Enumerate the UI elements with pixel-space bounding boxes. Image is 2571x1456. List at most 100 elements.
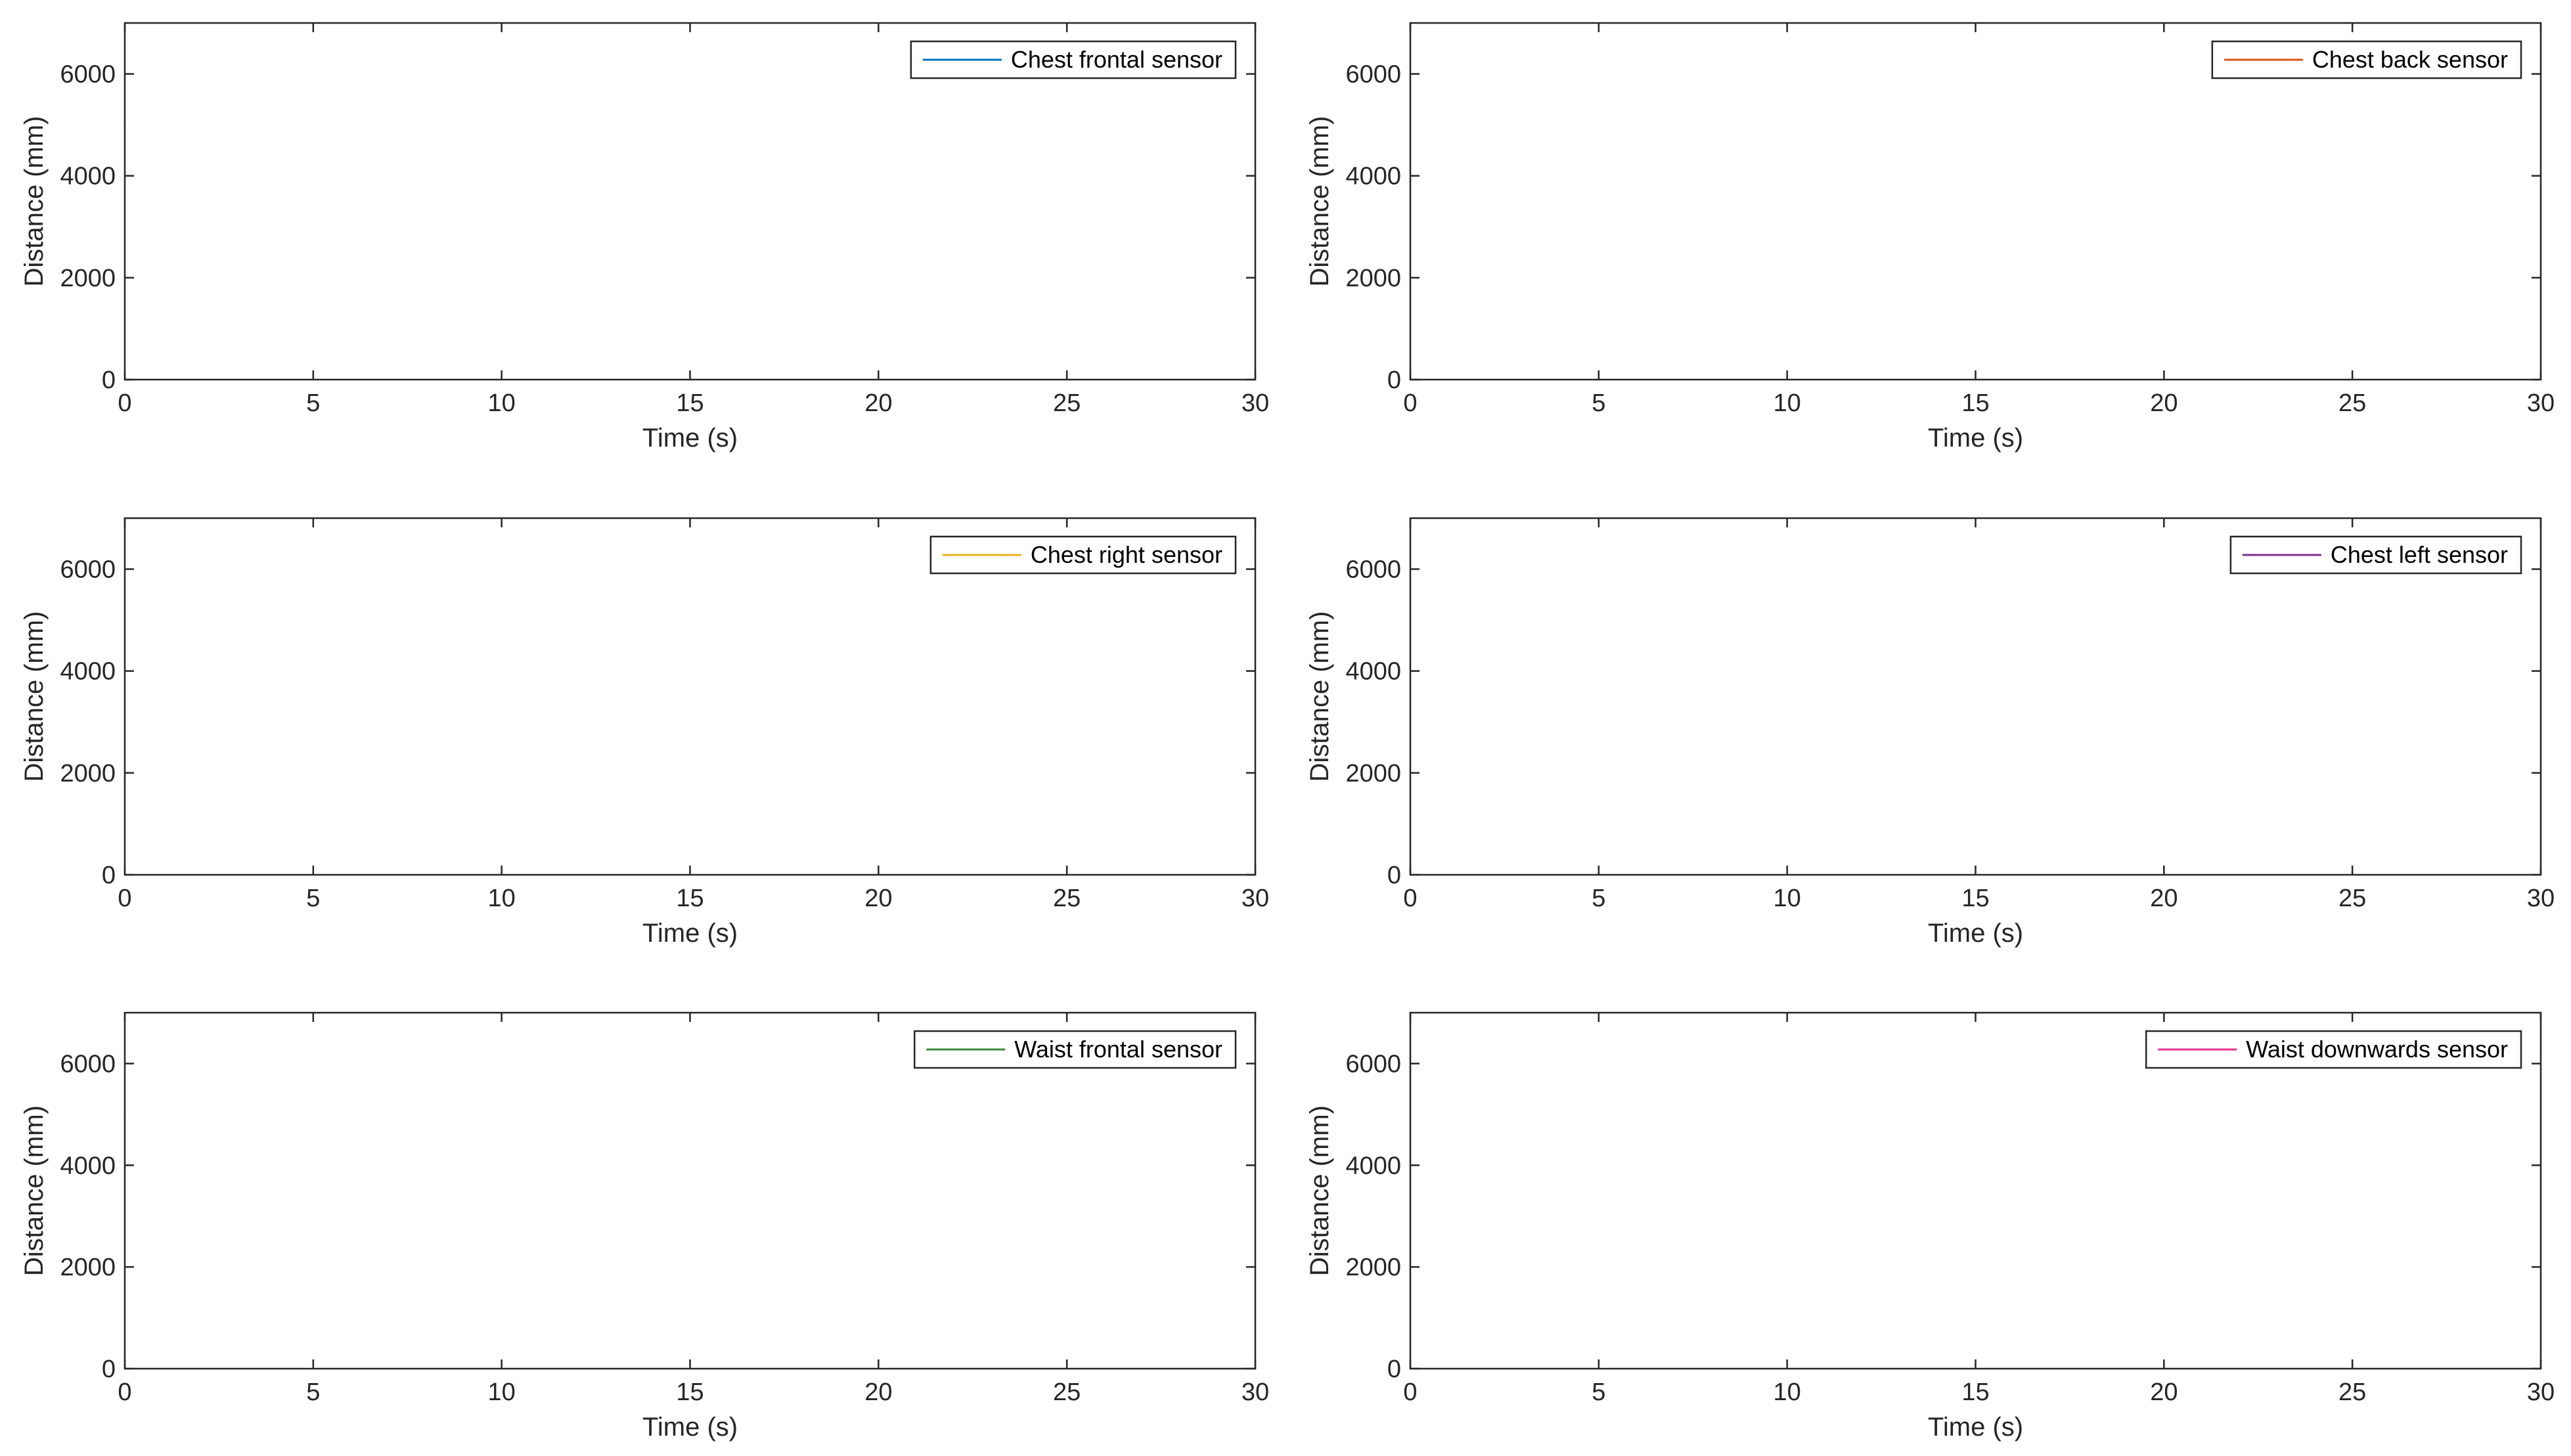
legend: Chest back sensor <box>2211 40 2522 79</box>
y-tick-label: 4000 <box>60 1152 116 1180</box>
legend: Waist downwards sensor <box>2145 1030 2522 1069</box>
x-tick-label: 10 <box>488 389 516 417</box>
y-tick-label: 0 <box>102 1356 116 1383</box>
legend-entry: Chest right sensor <box>1031 541 1222 568</box>
x-tick-label: 5 <box>306 1379 320 1406</box>
x-axis-label: Time (s) <box>642 1413 738 1442</box>
axes-box <box>123 22 1257 381</box>
x-tick-label: 10 <box>488 1379 516 1406</box>
y-tick-label: 4000 <box>60 163 116 190</box>
y-tick-label: 6000 <box>1345 1050 1401 1078</box>
x-tick-label: 25 <box>1053 885 1081 912</box>
x-tick-label: 25 <box>1053 1379 1081 1406</box>
y-tick-label: 2000 <box>60 1254 116 1281</box>
x-tick-label: 5 <box>306 885 320 912</box>
y-tick-label: 6000 <box>60 61 116 89</box>
legend-entry: Waist frontal sensor <box>1014 1036 1222 1063</box>
legend: Chest left sensor <box>2229 535 2522 575</box>
y-tick-label: 0 <box>102 366 116 394</box>
x-tick-label: 5 <box>1592 389 1605 417</box>
chart-panel-top-left: 0 5 10 15 20 25 30 0 2000 4000 6000 Time (s) Distanc… <box>20 22 1269 452</box>
legend-entry: Chest frontal sensor <box>1011 46 1222 73</box>
x-tick-label: 25 <box>1053 389 1081 417</box>
axes-box <box>1409 517 2542 876</box>
x-tick-label: 0 <box>1403 389 1417 417</box>
x-tick-label: 15 <box>1961 389 1989 417</box>
x-tick-label: 15 <box>676 1379 704 1406</box>
x-tick-label: 5 <box>306 389 320 417</box>
y-tick-label: 2000 <box>60 760 116 787</box>
y-tick-label: 2000 <box>1345 265 1401 292</box>
x-tick-label: 30 <box>2527 1379 2555 1406</box>
chart-panel-middle-left: 0 5 10 15 20 25 30 0 2000 4000 6000 Time (s) Distanc… <box>20 517 1269 948</box>
legend: Waist frontal sensor <box>913 1030 1237 1069</box>
x-tick-label: 15 <box>676 389 704 417</box>
x-tick-label: 10 <box>1774 389 1801 417</box>
y-tick-label: 6000 <box>60 1050 116 1078</box>
x-tick-label: 25 <box>2338 389 2366 417</box>
y-tick-label: 4000 <box>1345 1152 1401 1180</box>
x-tick-label: 30 <box>2527 885 2555 912</box>
y-tick-label: 2000 <box>1345 1254 1401 1281</box>
x-tick-label: 30 <box>1241 885 1269 912</box>
x-tick-label: 20 <box>864 389 892 417</box>
legend: Chest frontal sensor <box>910 40 1237 79</box>
x-tick-label: 10 <box>1774 885 1801 912</box>
axes-box <box>123 1011 1257 1370</box>
x-tick-label: 25 <box>2338 1379 2366 1406</box>
legend-entry: Chest left sensor <box>2331 541 2508 568</box>
x-tick-label: 0 <box>118 1379 131 1406</box>
y-axis-label: Distance (mm) <box>20 116 49 286</box>
chart-panel-bottom-left: 0 5 10 15 20 25 30 0 2000 4000 6000 Time (s) Distanc… <box>20 1011 1269 1442</box>
legend: Chest right sensor <box>929 535 1237 575</box>
chart-panel-bottom-right: 0 5 10 15 20 25 30 0 2000 4000 6000 Time (s) Distanc… <box>1305 1011 2555 1442</box>
legend-box <box>929 535 1237 575</box>
y-axis-label: Distance (mm) <box>1305 1105 1334 1276</box>
x-tick-label: 30 <box>1241 389 1269 417</box>
x-tick-label: 30 <box>2527 389 2555 417</box>
chart-panel-top-right: 0 5 10 15 20 25 30 0 2000 4000 6000 Time (s) Distanc… <box>1305 22 2555 452</box>
x-tick-label: 25 <box>2338 885 2366 912</box>
x-tick-label: 0 <box>1403 885 1417 912</box>
y-tick-label: 0 <box>1387 366 1401 394</box>
x-tick-label: 20 <box>864 885 892 912</box>
x-tick-label: 5 <box>1592 1379 1605 1406</box>
x-tick-label: 20 <box>2150 1379 2178 1406</box>
y-tick-label: 6000 <box>60 556 116 584</box>
x-axis-label: Time (s) <box>642 424 738 452</box>
x-tick-label: 15 <box>676 885 704 912</box>
y-tick-label: 4000 <box>1345 163 1401 190</box>
y-tick-label: 2000 <box>1345 760 1401 787</box>
x-axis-label: Time (s) <box>1928 424 2023 452</box>
x-tick-label: 30 <box>1241 1379 1269 1406</box>
x-tick-label: 5 <box>1592 885 1605 912</box>
y-tick-label: 0 <box>1387 1356 1401 1383</box>
axes-box <box>1409 22 2542 381</box>
legend-entry: Waist downwards sensor <box>2246 1036 2508 1063</box>
y-tick-label: 6000 <box>1345 556 1401 584</box>
x-tick-label: 10 <box>1774 1379 1801 1406</box>
chart-panel-middle-right: 0 5 10 15 20 25 30 0 2000 4000 6000 Time (s) Distanc… <box>1305 517 2555 948</box>
x-tick-label: 0 <box>118 389 131 417</box>
y-axis-label: Distance (mm) <box>20 1105 49 1276</box>
y-tick-label: 4000 <box>1345 658 1401 686</box>
x-axis-label: Time (s) <box>1928 1413 2023 1442</box>
y-tick-label: 4000 <box>60 658 116 686</box>
x-tick-label: 15 <box>1961 885 1989 912</box>
y-tick-label: 2000 <box>60 265 116 292</box>
y-tick-label: 6000 <box>1345 61 1401 89</box>
x-axis-label: Time (s) <box>642 919 738 948</box>
y-axis-label: Distance (mm) <box>1305 116 1334 286</box>
x-axis-label: Time (s) <box>1928 919 2023 948</box>
legend-entry: Chest back sensor <box>2312 46 2508 73</box>
x-tick-label: 0 <box>1403 1379 1417 1406</box>
x-tick-label: 20 <box>2150 389 2178 417</box>
x-tick-label: 0 <box>118 885 131 912</box>
y-axis-label: Distance (mm) <box>1305 611 1334 782</box>
x-tick-label: 10 <box>488 885 516 912</box>
y-axis-label: Distance (mm) <box>20 611 49 782</box>
x-tick-label: 20 <box>864 1379 892 1406</box>
axes-box <box>1409 1011 2542 1370</box>
y-tick-label: 0 <box>1387 862 1401 889</box>
